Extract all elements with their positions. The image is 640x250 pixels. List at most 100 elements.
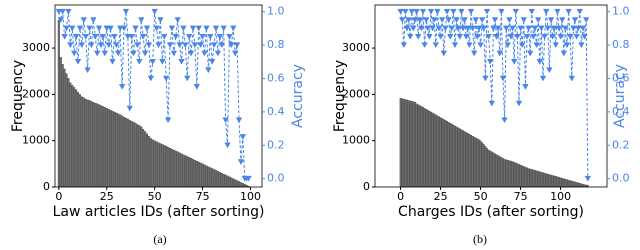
caption: (b) (473, 232, 487, 246)
bar (514, 162, 517, 188)
marker (557, 33, 564, 40)
marker (416, 17, 424, 24)
marker (74, 59, 82, 65)
y-tick-label: 3000 (22, 41, 50, 54)
marker (226, 33, 233, 40)
bar (492, 152, 495, 188)
bar (124, 117, 127, 188)
bar (534, 170, 536, 188)
marker (442, 25, 449, 32)
marker (554, 8, 561, 15)
bar (155, 141, 158, 188)
marker (210, 42, 218, 49)
bar (548, 174, 551, 188)
bar (63, 68, 66, 188)
bar (165, 146, 168, 188)
axes-frame (54, 4, 263, 188)
bar (113, 111, 116, 188)
marker (208, 59, 216, 65)
marker (509, 25, 516, 32)
marker (212, 25, 220, 32)
bar (406, 99, 408, 188)
y-tick-label: 0 (363, 180, 370, 193)
marker (467, 8, 475, 15)
marker (400, 42, 408, 49)
marker (174, 17, 181, 24)
marker (546, 67, 553, 74)
marker (427, 8, 435, 15)
marker (461, 17, 468, 24)
bar (500, 157, 503, 188)
bar (454, 125, 456, 188)
marker (574, 25, 582, 32)
marker (483, 8, 491, 15)
y-axis-label: Frequency (10, 60, 26, 132)
y2-tick-label: 0.8 (267, 38, 285, 51)
marker (456, 33, 464, 40)
bar (224, 174, 227, 188)
bar (195, 160, 198, 188)
marker (201, 50, 208, 57)
bar (468, 134, 471, 188)
y-tick-label: 1000 (22, 134, 50, 147)
marker (562, 25, 569, 32)
marker (182, 42, 189, 49)
bar (490, 151, 493, 188)
y-tick-label: 2000 (342, 87, 370, 100)
x-tick-label: 50 (148, 190, 162, 203)
x-tick-label: 100 (240, 190, 261, 203)
marker (141, 50, 149, 57)
marker (426, 33, 433, 40)
marker (536, 59, 544, 65)
bar (473, 136, 476, 188)
bar (543, 172, 546, 188)
marker (405, 17, 412, 24)
marker (490, 25, 497, 32)
marker (128, 33, 135, 40)
marker (533, 42, 540, 49)
marker (538, 25, 545, 32)
x-tick-label: 0 (397, 190, 404, 203)
marker (143, 25, 151, 32)
marker (450, 8, 457, 15)
marker (506, 17, 513, 24)
marker (191, 42, 199, 49)
y2-tick-label: 1.0 (267, 5, 285, 18)
y2-axis-label: Accuracy (612, 64, 628, 128)
bar (98, 104, 101, 188)
marker (446, 33, 454, 40)
bar (503, 159, 506, 188)
y-tick-label: 2000 (22, 87, 50, 100)
bar (550, 174, 552, 188)
bar (176, 151, 179, 188)
bar (561, 178, 564, 188)
y-axis-label: Frequency (332, 60, 348, 132)
y2-axis-label: Accuracy (290, 64, 306, 128)
bar (161, 144, 164, 188)
bar (527, 168, 530, 188)
marker (233, 42, 241, 49)
marker (424, 25, 432, 32)
bar (449, 122, 452, 188)
bar (569, 180, 572, 188)
marker (443, 8, 451, 15)
bar (519, 164, 522, 188)
marker (178, 59, 185, 65)
marker (573, 33, 580, 40)
marker (438, 17, 446, 24)
bar (101, 106, 104, 188)
marker (126, 105, 133, 112)
marker (571, 17, 579, 24)
marker (501, 117, 508, 124)
marker (520, 17, 528, 24)
y2-tick-label: 0.6 (267, 71, 285, 84)
marker (105, 42, 112, 49)
marker (541, 33, 548, 40)
marker (552, 42, 560, 49)
y2-tick-label: 0.0 (612, 172, 630, 185)
marker (176, 42, 183, 49)
marker (118, 84, 126, 90)
marker (185, 33, 193, 40)
marker (578, 42, 585, 49)
